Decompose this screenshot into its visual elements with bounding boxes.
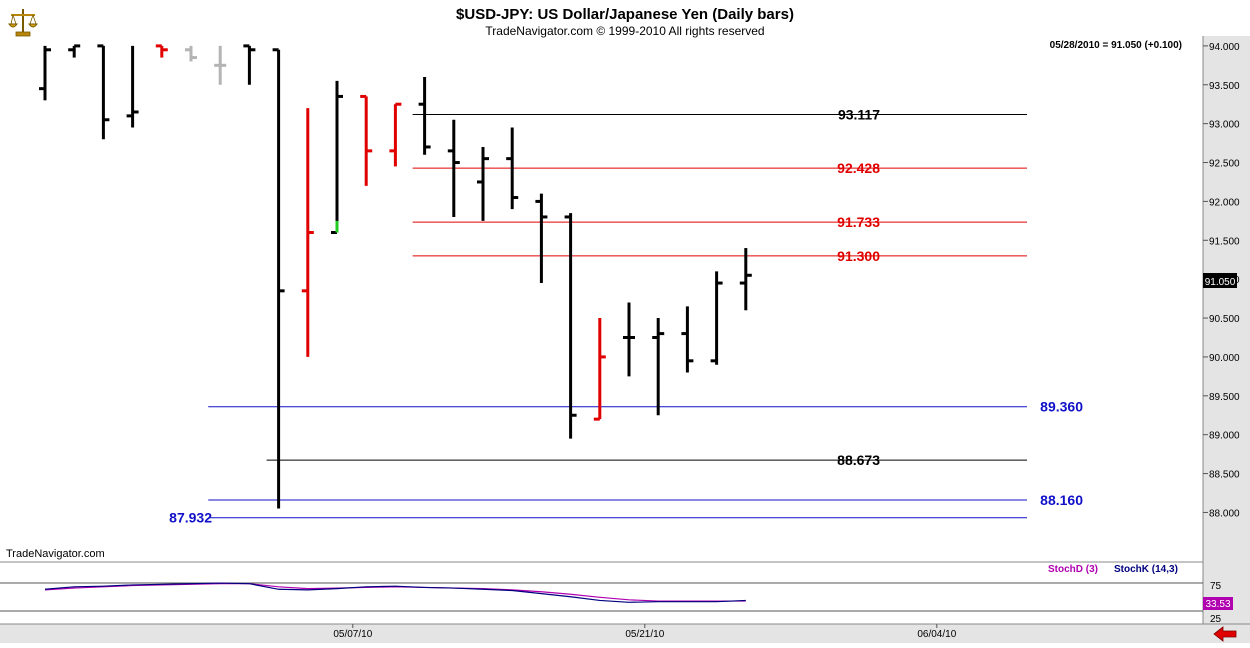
- time-axis-labels: 05/07/10 05/21/10 06/04/10: [333, 624, 957, 640]
- status-text: 05/28/2010 = 91.050 (+0.100): [1050, 40, 1182, 51]
- time-tick-label: 05/21/10: [625, 629, 664, 640]
- ohlc-bars: [39, 44, 752, 509]
- price-axis-panel: [1203, 36, 1250, 562]
- stoch-series-line: [44, 582, 746, 603]
- level-label: 91.733: [837, 214, 880, 230]
- level-label: 92.428: [837, 160, 880, 176]
- chart-subtitle: TradeNavigator.com © 1999-2010 All right…: [485, 24, 764, 38]
- price-tick-label: 89.500: [1209, 392, 1240, 403]
- current-price-badge: 91.050: [1203, 273, 1237, 288]
- stoch-axis-panel: [1203, 562, 1250, 624]
- stoch-value-label: 33.53: [1205, 599, 1230, 610]
- price-axis-ticks: 94.000 93.500 93.000 92.500 92.000 91.500 91.0…: [1203, 42, 1240, 519]
- current-price-label: 91.050: [1205, 277, 1236, 288]
- level-label: 88.673: [837, 452, 880, 468]
- stoch-lines: [44, 582, 746, 603]
- price-tick-label: 93.500: [1209, 81, 1240, 92]
- price-tick-label: 92.500: [1209, 159, 1240, 170]
- price-tick-label: 88.000: [1209, 508, 1240, 519]
- time-axis-panel: [0, 624, 1250, 643]
- price-tick-label: 88.500: [1209, 470, 1240, 481]
- stoch-value-badge: 33.53: [1203, 597, 1233, 610]
- price-tick-label: 90.000: [1209, 353, 1240, 364]
- level-label: 89.360: [1040, 399, 1083, 415]
- stoch-tick-75: 75: [1210, 581, 1222, 592]
- price-tick-label: 89.000: [1209, 431, 1240, 442]
- price-tick-label: 94.000: [1209, 42, 1240, 53]
- price-tick-label: 93.000: [1209, 120, 1240, 131]
- red-back-arrow-icon[interactable]: [1213, 626, 1237, 642]
- level-label: 88.160: [1040, 492, 1083, 508]
- price-tick-label: 90.500: [1209, 314, 1240, 325]
- stochD-legend: StochD (3): [1048, 564, 1098, 575]
- time-tick-label: 05/07/10: [333, 629, 372, 640]
- level-label: 91.300: [837, 248, 880, 264]
- brass-scale-icon: [8, 9, 38, 37]
- level-lines: 93.117 92.428 91.733 91.300 89.360 88.673 88.1…: [169, 107, 1083, 526]
- level-label: 93.117: [838, 107, 880, 123]
- watermark: TradeNavigator.com: [6, 548, 105, 560]
- stoch-series-line: [44, 583, 746, 602]
- stochK-legend: StochK (14,3): [1114, 564, 1178, 575]
- time-tick-label: 06/04/10: [917, 629, 956, 640]
- price-tick-label: 91.500: [1209, 236, 1240, 247]
- stoch-tick-25: 25: [1210, 614, 1222, 625]
- chart-title: $USD-JPY: US Dollar/Japanese Yen (Daily …: [456, 6, 794, 23]
- price-tick-label: 92.000: [1209, 197, 1240, 208]
- level-label: 87.932: [169, 510, 212, 526]
